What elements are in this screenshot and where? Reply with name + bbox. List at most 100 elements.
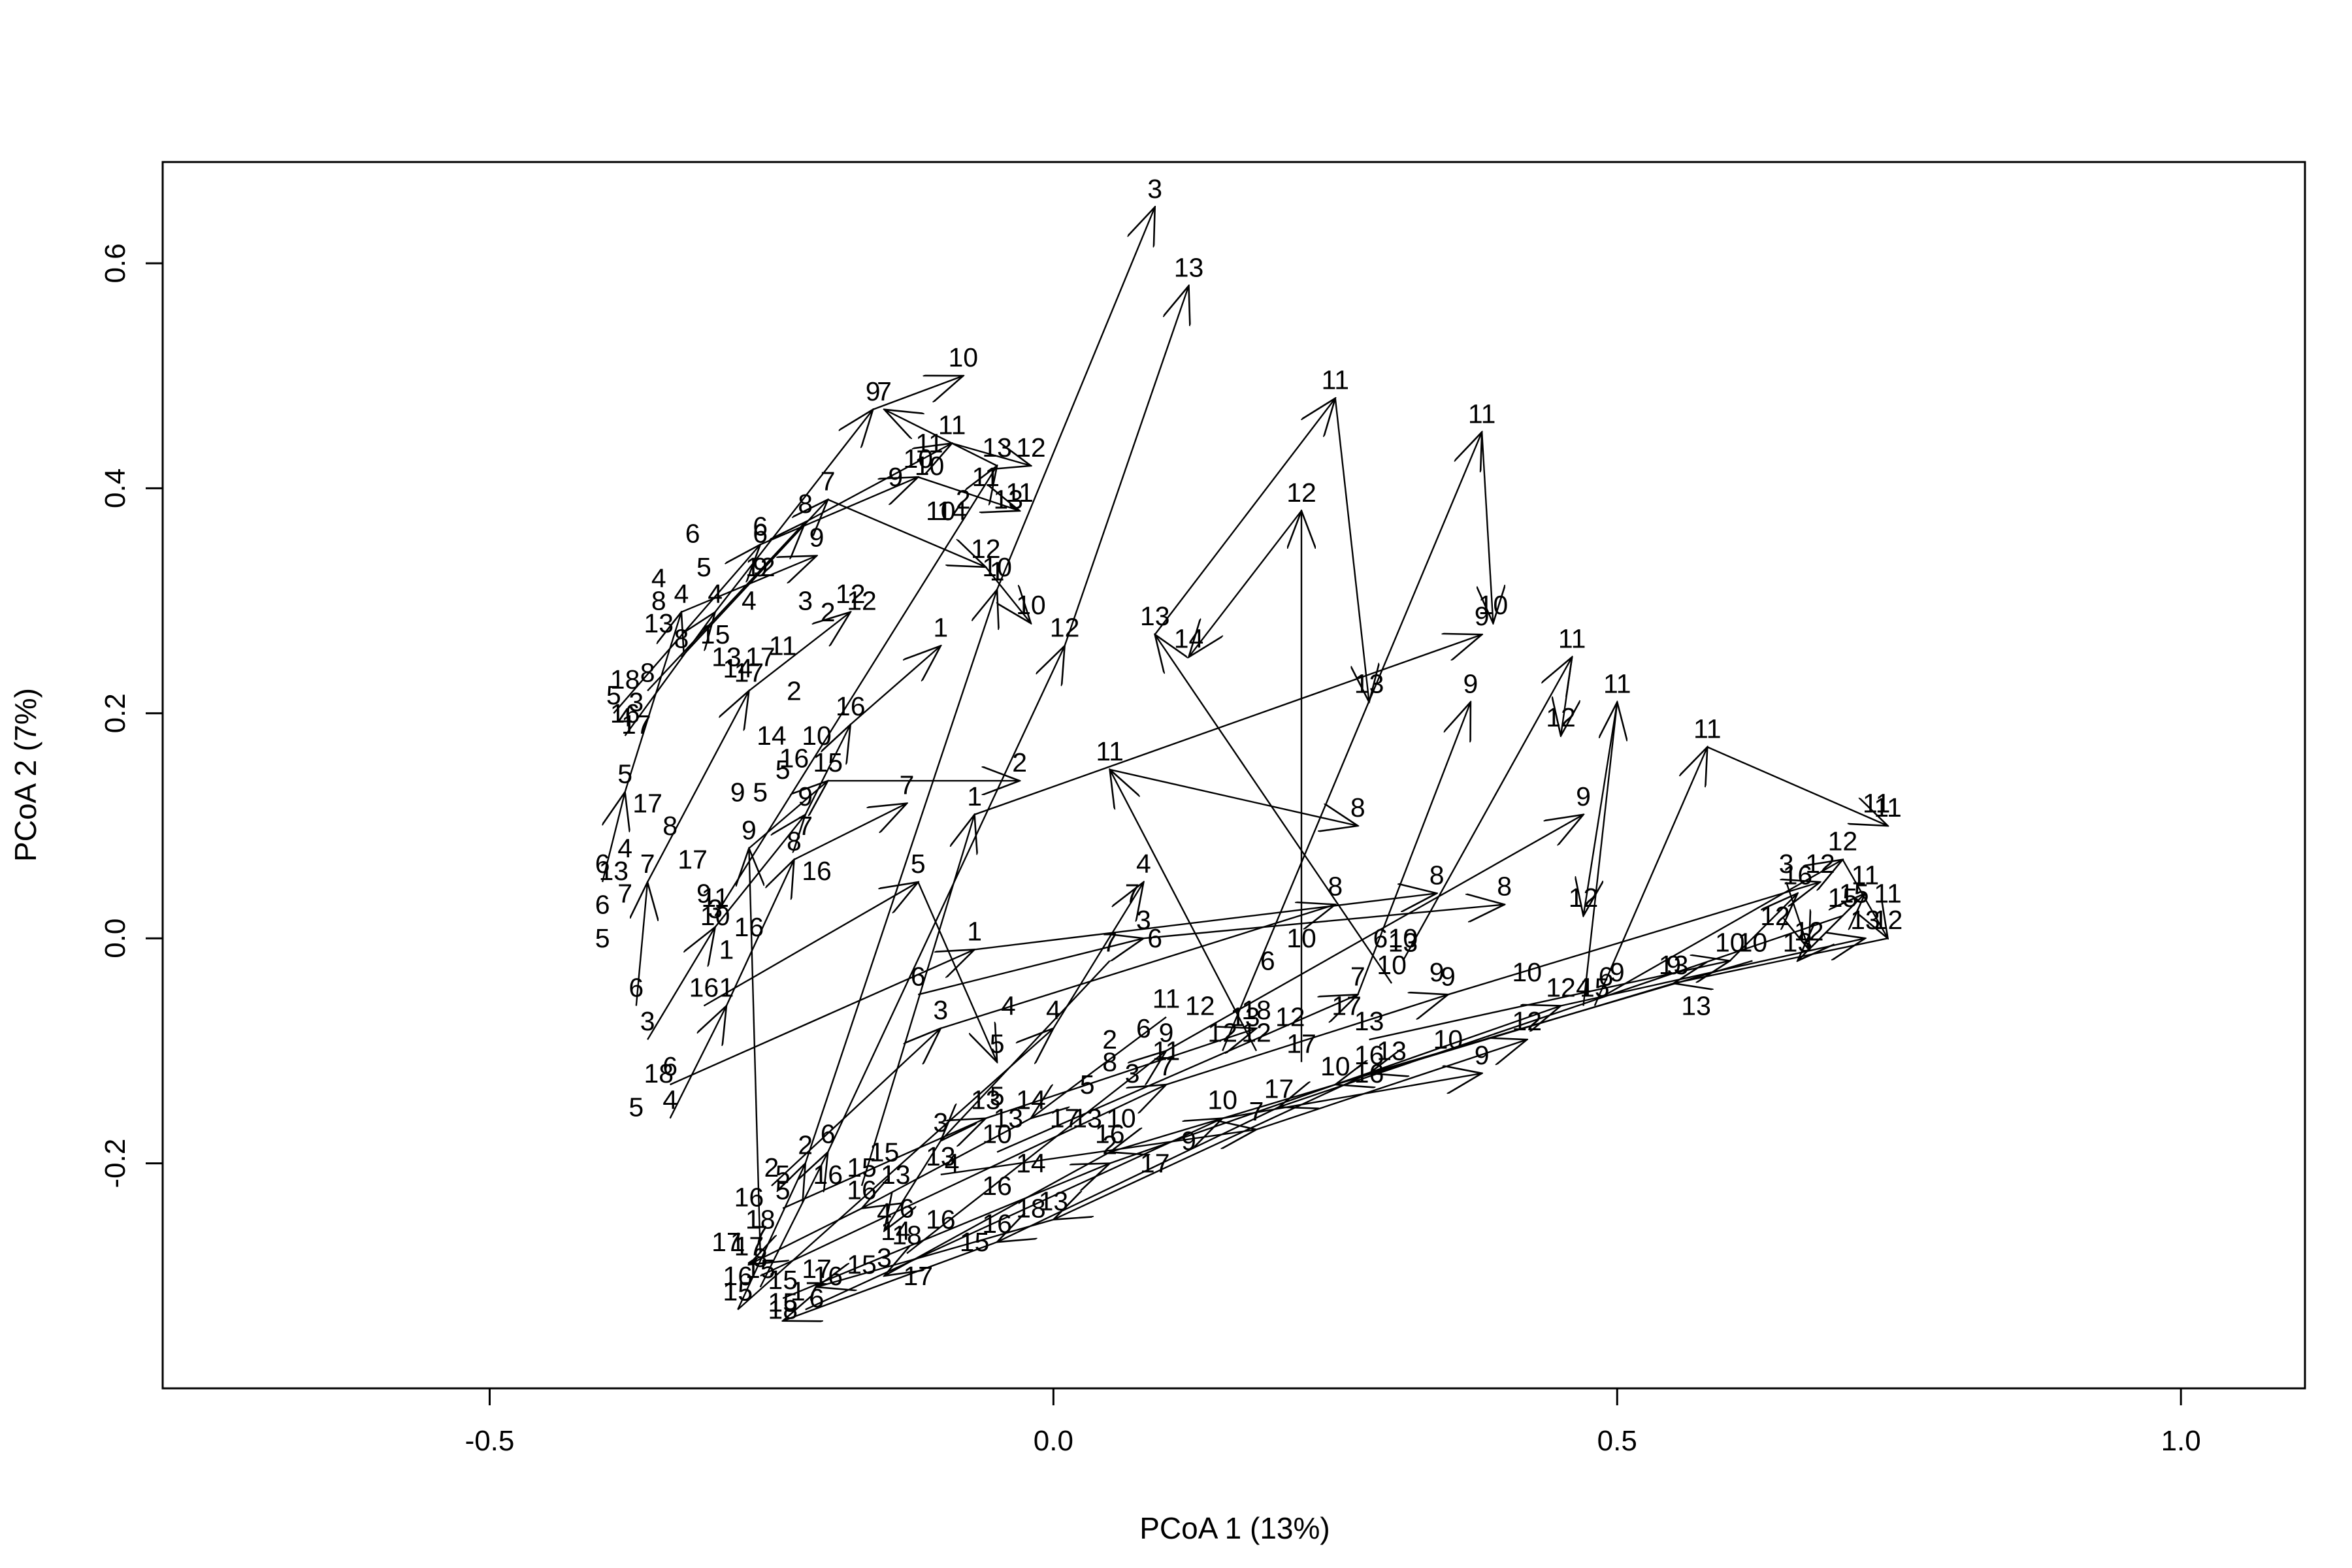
y-tick-label-1: 0.0: [99, 919, 131, 958]
trajectory-9-point-label-3: 13: [1783, 928, 1813, 958]
trajectory-27-arrow-1: [647, 691, 749, 883]
trajectory-32-point-label-0: 9: [1666, 950, 1681, 980]
trajectory-3-point-label-1: 11: [1468, 399, 1496, 429]
x-axis: -0.5 0.0 0.5 1.0: [465, 1388, 2201, 1457]
trajectory-18-point-label-0: 8: [753, 1243, 768, 1273]
point-label-54: 7: [1125, 878, 1140, 908]
y-tick-label-0: -0.2: [99, 1139, 131, 1188]
trajectory-18-point-label-3: 12: [1805, 849, 1835, 879]
trajectory-33-point-label-0: 11: [1152, 984, 1181, 1014]
trajectory-1-arrow-2: [1064, 286, 1189, 646]
point-label-57: 4: [617, 833, 632, 863]
trajectory-35-arrow-1: [1256, 1039, 1527, 1131]
trajectory-0-point-label-0: 15: [723, 1277, 753, 1307]
trajectory-25-point-label-2: 12: [971, 534, 1001, 564]
trajectory-37-point-label-1: 3: [1136, 905, 1151, 935]
point-label-18: 12: [1185, 991, 1215, 1021]
trajectory-33-point-label-3: 17: [734, 1232, 764, 1262]
trajectory-28-point-label-4: 1: [933, 613, 948, 643]
point-label-78: 5: [696, 552, 711, 582]
trajectory-2-point-label-1: 13: [1140, 601, 1170, 631]
point-label-107: 14: [937, 496, 967, 526]
trajectory-38-point-label-1: 9: [1159, 1017, 1174, 1047]
trajectory-25-arrow-0: [681, 500, 828, 658]
point-label-105: 2: [956, 485, 971, 515]
trajectory-2-arrow-2: [1334, 398, 1369, 702]
trajectory-0-arrow-1: [804, 589, 997, 1164]
trajectory-8-point-label-0: 6: [1599, 961, 1614, 991]
trajectory-19-point-label-3: 13: [1850, 905, 1880, 935]
trajectory-32-point-label-3: 3: [877, 1243, 892, 1273]
trajectory-19-point-label-0: 15: [768, 1265, 798, 1295]
trajectory-7-point-label-2: 11: [1874, 792, 1902, 823]
trajectory-15-point-label-2: 8: [1429, 860, 1445, 890]
point-label-68: 1: [719, 934, 734, 964]
point-label-1: 13: [1681, 991, 1711, 1021]
trajectory-20-point-label-0: 17: [791, 1277, 821, 1307]
trajectory-26-arrow-2: [681, 556, 817, 613]
trajectory-25-arrow-1: [827, 498, 986, 567]
trajectory-18-point-label-2: 9: [1441, 961, 1456, 991]
trajectory-35-arrow-0: [940, 1130, 1256, 1175]
trajectory-6-point-label-0: 4: [1576, 973, 1591, 1003]
point-label-100: 16: [802, 856, 832, 886]
trajectory-24-arrow-0: [613, 545, 760, 714]
point-label-30: 16: [926, 1205, 956, 1235]
trajectory-34-point-label-0: 7: [1102, 928, 1117, 958]
point-label-86: 14: [723, 653, 753, 683]
point-label-55: 6: [1147, 923, 1162, 953]
point-label-31: 15: [960, 1227, 990, 1257]
point-label-71: 17: [621, 710, 651, 740]
trajectory-26-arrow-1: [624, 612, 681, 792]
trajectory-32-arrow-0: [1335, 982, 1674, 1085]
trajectory-29-arrow-2: [793, 804, 907, 860]
trajectory-28-point-label-1: 3: [708, 894, 723, 924]
point-label-45: 13: [881, 1160, 911, 1190]
point-label-89: 3: [798, 586, 813, 616]
point-label-16: 6: [1260, 946, 1275, 976]
point-label-14: 9: [1429, 957, 1445, 987]
trajectory-21-point-label-1: 13: [982, 433, 1012, 463]
trajectory-3-arrow-0: [1222, 432, 1482, 1051]
trajectory-28-point-label-3: 16: [836, 691, 866, 721]
trajectory-31-point-label-0: 10: [1738, 928, 1768, 958]
trajectory-3-point-label-2: 10: [1478, 590, 1509, 620]
trajectory-29-arrow-1: [725, 860, 794, 1007]
trajectory-9-point-label-0: 3: [1779, 849, 1794, 879]
trajectory-22-arrow-0: [624, 612, 715, 736]
trajectory-11-arrow-1: [1357, 702, 1471, 995]
trajectory-1-point-label-0: 15: [745, 1254, 776, 1284]
trajectory-6-arrow-0: [1582, 702, 1618, 1006]
point-label-20: 10: [1106, 1103, 1136, 1134]
trajectory-27-point-label-3: 12: [836, 579, 866, 609]
point-labels: 1521315612131013111312111017121413111241…: [595, 174, 1903, 1325]
trajectory-34-point-label-2: 4: [877, 1198, 892, 1228]
y-tick-label-4: 0.6: [99, 243, 131, 283]
point-label-77: 8: [651, 586, 666, 616]
trajectory-31-arrow-1: [1053, 1072, 1370, 1220]
trajectory-32-point-label-1: 10: [1320, 1051, 1350, 1081]
point-label-40: 16: [734, 1182, 764, 1212]
trajectory-30-point-label-1: 17: [1264, 1074, 1294, 1104]
point-label-87: 17: [745, 642, 776, 672]
point-label-56: 4: [1001, 991, 1016, 1021]
point-label-33: 15: [847, 1250, 877, 1280]
trajectory-33-point-label-2: 16: [847, 1175, 877, 1205]
trajectory-28-arrow-2: [804, 725, 851, 815]
trajectory-36-point-label-1: 3: [933, 995, 948, 1025]
trajectory-9-point-label-1: 12: [1794, 916, 1824, 946]
point-label-103: 11: [972, 462, 1000, 492]
trajectory-31-point-label-3: 17: [802, 1254, 832, 1284]
point-label-72: 16: [610, 698, 640, 728]
trajectory-30-arrow-2: [783, 1241, 998, 1321]
point-label-104: 10: [926, 496, 956, 526]
trajectory-21-arrow-1: [885, 410, 998, 466]
trajectory-22-point-label-0: 4: [617, 702, 632, 732]
trajectory-9-point-label-2: 11: [1852, 860, 1880, 890]
trajectory-18-point-label-1: 7: [1159, 1051, 1174, 1081]
point-label-50: 5: [990, 1081, 1005, 1111]
point-label-81: 12: [745, 552, 776, 582]
trajectory-12-point-label-3: 2: [1012, 747, 1027, 777]
trajectory-29-point-label-1: 1: [719, 973, 734, 1003]
point-label-106: 13: [993, 485, 1023, 515]
